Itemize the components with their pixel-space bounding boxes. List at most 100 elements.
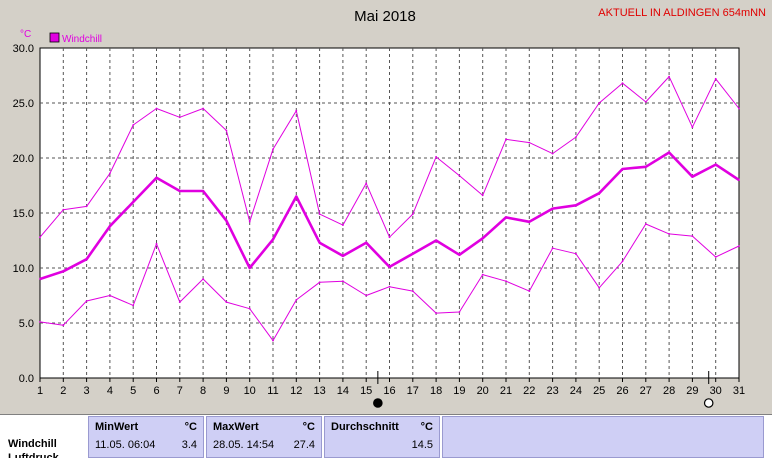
data-point-min xyxy=(621,260,624,263)
x-tick-label: 27 xyxy=(640,385,652,397)
data-point-max xyxy=(714,77,717,80)
data-point-min xyxy=(178,301,181,303)
data-point-max xyxy=(668,75,670,78)
data-point-min xyxy=(411,290,414,292)
stats-row-label-2: Luftdruck xyxy=(8,453,59,458)
data-point-avg xyxy=(435,239,437,242)
data-point-avg xyxy=(62,270,65,273)
data-point-avg xyxy=(481,237,484,240)
data-point-max xyxy=(598,102,601,104)
x-tick-label: 5 xyxy=(130,385,136,397)
data-point-min xyxy=(39,321,41,323)
x-tick-label: 3 xyxy=(84,385,90,397)
data-point-avg xyxy=(39,278,41,280)
data-point-max xyxy=(225,129,228,132)
x-tick-label: 7 xyxy=(177,385,183,397)
data-point-min xyxy=(481,273,484,276)
avg-value: 14.5 xyxy=(411,439,433,451)
data-point-min xyxy=(318,281,321,284)
x-tick-label: 4 xyxy=(107,385,113,397)
y-tick-label: 5.0 xyxy=(19,318,34,330)
data-point-max xyxy=(62,208,65,211)
avg-cell: Durchschnitt °C 14.5 xyxy=(324,416,440,458)
data-point-min xyxy=(62,324,65,327)
max-cell: MaxWert °C 28.05. 14:54 27.4 xyxy=(206,416,322,458)
data-point-min xyxy=(738,245,740,247)
x-tick-label: 24 xyxy=(570,385,582,397)
x-tick-label: 16 xyxy=(383,385,395,397)
data-point-max xyxy=(575,136,577,139)
data-point-max xyxy=(155,107,158,110)
data-point-avg xyxy=(691,175,694,178)
data-point-avg xyxy=(272,238,274,241)
data-point-avg xyxy=(621,168,624,170)
data-point-min xyxy=(202,278,205,280)
x-tick-label: 19 xyxy=(453,385,465,397)
data-point-avg xyxy=(388,266,391,268)
data-point-min xyxy=(668,233,670,235)
data-point-min xyxy=(691,235,694,238)
data-point-avg xyxy=(365,241,368,244)
data-point-min xyxy=(435,312,437,314)
data-point-max xyxy=(738,107,740,110)
data-point-max xyxy=(505,138,507,141)
data-point-min xyxy=(132,304,135,307)
data-point-max xyxy=(551,152,554,155)
x-tick-label: 6 xyxy=(153,385,159,397)
data-point-max xyxy=(132,124,135,126)
data-point-max xyxy=(85,205,88,208)
data-point-avg xyxy=(155,176,158,179)
full-moon-icon xyxy=(703,398,714,408)
data-point-max xyxy=(295,109,298,112)
x-tick-label: 23 xyxy=(546,385,558,397)
data-point-avg xyxy=(109,225,111,228)
x-tick-label: 29 xyxy=(686,385,698,397)
x-tick-label: 30 xyxy=(710,385,722,397)
station-label: AKTUELL IN ALDINGEN 654mNN xyxy=(598,7,766,19)
data-point-min xyxy=(644,223,647,225)
y-tick-label: 25.0 xyxy=(13,98,34,110)
data-point-min xyxy=(225,301,228,303)
data-point-avg xyxy=(132,201,135,203)
data-point-min xyxy=(528,290,531,292)
y-unit-label: °C xyxy=(20,29,31,40)
stats-row-label: Windchill xyxy=(8,438,57,450)
data-point-avg xyxy=(202,190,205,192)
x-tick-label: 21 xyxy=(500,385,512,397)
data-point-min xyxy=(575,252,577,255)
data-point-max xyxy=(178,116,181,119)
x-tick-label: 12 xyxy=(290,385,302,397)
data-point-min xyxy=(388,285,391,288)
x-tick-label: 2 xyxy=(60,385,66,397)
x-tick-label: 18 xyxy=(430,385,442,397)
data-point-avg xyxy=(551,207,554,210)
data-point-min xyxy=(458,311,461,313)
data-point-max xyxy=(318,213,321,216)
legend-label: Windchill xyxy=(62,34,102,45)
avg-header: Durchschnitt xyxy=(331,421,399,433)
data-point-max xyxy=(202,107,205,110)
data-point-avg xyxy=(318,241,321,244)
data-point-min xyxy=(505,280,507,283)
data-point-avg xyxy=(342,255,344,257)
max-value: 27.4 xyxy=(293,439,315,451)
data-point-avg xyxy=(644,165,647,168)
data-point-max xyxy=(481,194,484,197)
min-unit: °C xyxy=(184,421,197,433)
x-tick-label: 9 xyxy=(223,385,229,397)
x-tick-label: 26 xyxy=(616,385,628,397)
data-point-min xyxy=(248,307,251,310)
data-point-avg xyxy=(598,192,601,195)
data-point-min xyxy=(85,300,88,302)
max-header: MaxWert xyxy=(213,421,259,433)
x-tick-label: 8 xyxy=(200,385,206,397)
x-tick-label: 1 xyxy=(37,385,43,397)
y-tick-label: 10.0 xyxy=(13,263,34,275)
x-tick-label: 14 xyxy=(337,385,349,397)
data-point-max xyxy=(691,126,694,129)
max-unit: °C xyxy=(302,421,315,433)
x-tick-label: 25 xyxy=(593,385,605,397)
data-point-avg xyxy=(225,219,228,222)
data-point-avg xyxy=(714,163,717,166)
min-cell: MinWert °C 11.05. 06:04 3.4 xyxy=(88,416,204,458)
